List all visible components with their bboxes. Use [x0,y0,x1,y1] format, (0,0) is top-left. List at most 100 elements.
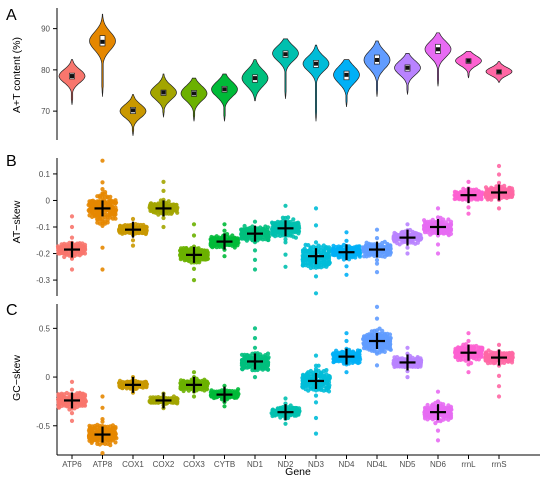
point [313,240,319,245]
point [117,383,122,388]
y-tick-label: 90 [41,25,50,34]
point [364,240,369,245]
violin-ND5 [394,53,421,95]
point [496,163,502,169]
point [78,402,83,407]
y-axis-label-a: A+T content (%) [11,37,23,113]
point [485,190,490,196]
point [313,353,319,358]
point [369,251,375,256]
point [65,403,70,408]
point [197,256,202,261]
point [104,427,109,433]
y-tick-label: -0.3 [36,276,50,285]
point [232,245,237,250]
point [198,386,203,391]
point [58,250,63,255]
point [344,331,349,336]
median-CYTB [222,87,227,92]
point [246,363,251,369]
point [93,203,98,208]
point [453,191,459,196]
point [313,415,319,421]
point [303,242,308,247]
point [415,234,420,239]
point [130,216,136,222]
point [374,227,380,232]
point [100,405,105,410]
point [252,336,258,341]
y-axis-label-c: GC−skew [11,355,23,401]
point [300,382,305,387]
point [100,187,105,192]
point [265,225,271,230]
point [191,222,197,227]
point [327,260,332,265]
point [313,274,319,279]
point [81,399,86,404]
point [432,416,437,421]
point [113,440,118,445]
point [100,245,105,250]
point [202,257,207,262]
point [421,227,427,232]
point [280,407,285,412]
point [509,194,515,199]
point [460,197,465,202]
point [418,360,423,365]
point [95,194,100,199]
point [422,416,428,421]
point [225,232,230,237]
y-tick-label: 70 [41,107,50,116]
point [322,375,327,380]
violin-ND3 [302,44,330,122]
median-ND2 [283,52,288,57]
point [222,254,227,259]
y-tick-label: -0.2 [36,250,50,259]
point [252,267,258,272]
point [323,256,329,261]
point [283,203,288,208]
point [69,411,75,416]
point [295,226,301,231]
point [263,366,268,371]
point [188,248,193,253]
point [379,333,384,339]
point [371,244,376,250]
point [332,357,337,362]
point [461,186,466,191]
point [89,207,94,212]
point [130,243,136,248]
point [241,358,246,363]
violin-ND2 [272,38,299,99]
point [87,423,92,428]
point [63,250,68,256]
point [477,195,483,200]
point [82,242,88,247]
point [291,405,296,410]
point [236,240,241,245]
point [448,415,454,420]
point [415,240,420,245]
point [327,248,332,253]
point [161,215,166,221]
point [374,304,380,309]
point [252,219,258,224]
point [191,278,197,283]
point [361,254,367,259]
point [347,257,352,262]
point [217,244,222,249]
y-ticks-b: -0.3-0.2-0.100.1 [36,170,57,285]
point [89,440,94,445]
point [111,211,116,216]
point [246,227,251,232]
point [59,242,64,247]
point [363,344,368,349]
point [361,247,366,252]
point [379,250,384,255]
point [302,378,308,384]
point [303,254,308,259]
point [324,368,329,373]
